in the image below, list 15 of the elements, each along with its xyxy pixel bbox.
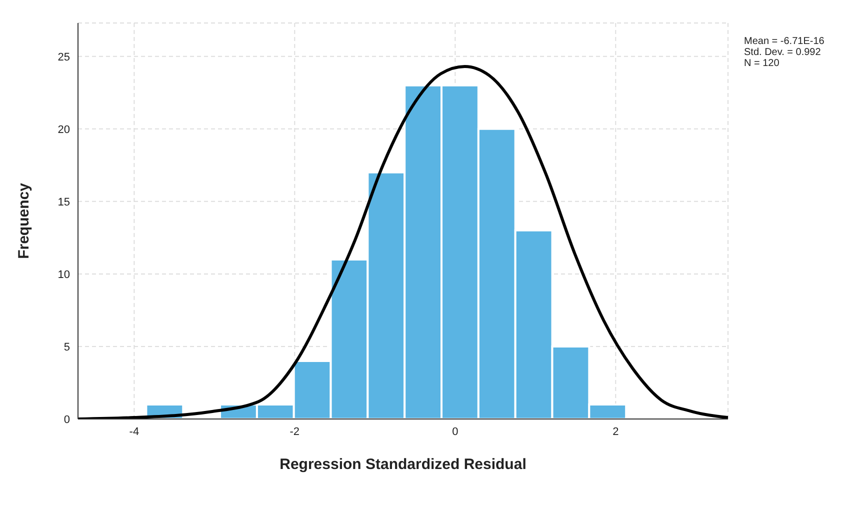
y-tick-label: 20 (58, 124, 70, 136)
text: Std. Dev. = 0.992 (744, 47, 822, 58)
text: N = 120 (744, 58, 780, 69)
x-axis-title: Regression Standardized Residual (280, 456, 526, 473)
x-tick-label: 0 (452, 426, 458, 438)
y-axis-title: Frequency (15, 182, 32, 259)
y-tick-label: 25 (58, 51, 70, 64)
x-tick-label: -2 (290, 426, 300, 438)
y-tick-label: 5 (64, 341, 70, 354)
x-tick-label: 2 (612, 426, 619, 438)
y-tick-label: 10 (58, 268, 70, 281)
x-tick-label: -4 (129, 426, 140, 438)
y-tick-label: 0 (64, 414, 70, 426)
y-tick-label: 15 (58, 196, 70, 208)
text: Mean = -6.71E-16 (744, 36, 824, 47)
